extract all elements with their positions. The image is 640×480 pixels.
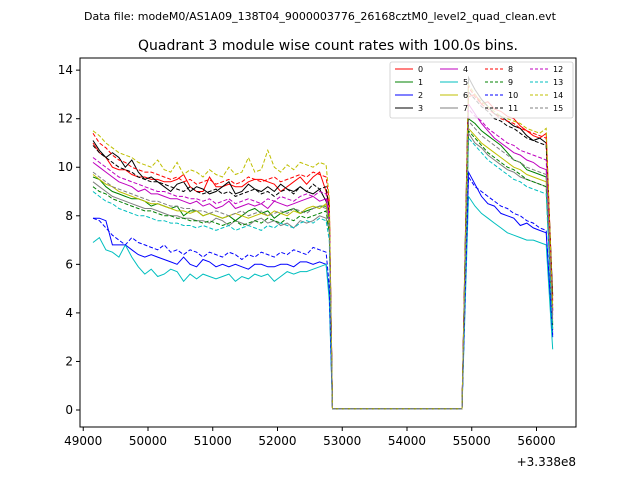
- series-line-9: [92, 129, 554, 410]
- legend-label-1: 1: [418, 78, 423, 87]
- series-line-2: [93, 170, 554, 410]
- series-line-11: [92, 90, 554, 410]
- series-line-5: [92, 194, 554, 410]
- y-tick-label: 14: [58, 63, 73, 77]
- legend-label-14: 14: [553, 91, 563, 100]
- y-tick-label: 2: [65, 354, 73, 368]
- x-axis-ticks: 49000 50000 51000 52000 53000 54000 55000 56000: [64, 427, 556, 448]
- legend-label-11: 11: [508, 104, 518, 113]
- x-tick-label: 49000: [64, 434, 102, 448]
- legend-label-10: 10: [508, 91, 518, 100]
- series-line-8: [92, 85, 554, 410]
- x-tick-label: 54000: [388, 434, 426, 448]
- series-line-14: [92, 83, 554, 410]
- legend-label-5: 5: [463, 78, 468, 87]
- x-tick-label: 52000: [258, 434, 296, 448]
- series-line-3: [92, 75, 554, 410]
- legend-label-7: 7: [463, 104, 468, 113]
- y-tick-label: 4: [65, 306, 73, 320]
- series-line-12: [92, 107, 554, 410]
- series-line-15: [92, 119, 554, 410]
- y-tick-label: 12: [58, 112, 73, 126]
- legend-label-2: 2: [418, 91, 423, 100]
- y-axis-ticks: 0 2 4 6 8 10 12 14: [58, 63, 80, 417]
- legend-label-8: 8: [508, 65, 513, 74]
- x-tick-label: 51000: [194, 434, 232, 448]
- legend-label-9: 9: [508, 78, 513, 87]
- series-line-0: [92, 93, 554, 410]
- series-line-6: [92, 127, 554, 410]
- axes-frame: [79, 57, 577, 428]
- x-tick-label: 55000: [453, 434, 491, 448]
- x-offset-label: +3.338e8: [517, 455, 576, 469]
- series-line-13: [92, 136, 554, 410]
- legend-label-12: 12: [553, 65, 563, 74]
- legend-label-15: 15: [553, 104, 563, 113]
- series-line-4: [92, 102, 554, 410]
- legend-label-6: 6: [463, 91, 468, 100]
- data-file-suptitle: Data file: modeM0/AS1A09_138T04_90000037…: [84, 10, 557, 23]
- legend-label-0: 0: [418, 65, 423, 74]
- legend-label-13: 13: [553, 78, 563, 87]
- plot-lines: [92, 75, 554, 410]
- series-line-1: [92, 117, 554, 410]
- y-tick-label: 8: [65, 209, 73, 223]
- y-tick-label: 0: [65, 403, 73, 417]
- legend-frame: [389, 61, 574, 119]
- legend-label-3: 3: [418, 104, 423, 113]
- y-tick-label: 10: [58, 160, 73, 174]
- x-tick-label: 56000: [517, 434, 555, 448]
- chart-title: Quadrant 3 module wise count rates with …: [138, 38, 518, 54]
- y-tick-label: 6: [65, 257, 73, 271]
- legend-label-4: 4: [463, 65, 468, 74]
- series-line-10: [92, 175, 554, 410]
- series-line-7: [92, 131, 554, 410]
- x-tick-label: 50000: [129, 434, 167, 448]
- x-tick-label: 53000: [323, 434, 361, 448]
